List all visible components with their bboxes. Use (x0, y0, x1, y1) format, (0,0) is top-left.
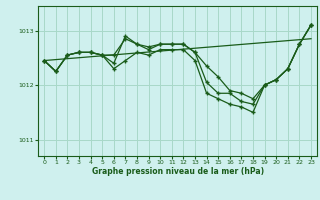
X-axis label: Graphe pression niveau de la mer (hPa): Graphe pression niveau de la mer (hPa) (92, 167, 264, 176)
